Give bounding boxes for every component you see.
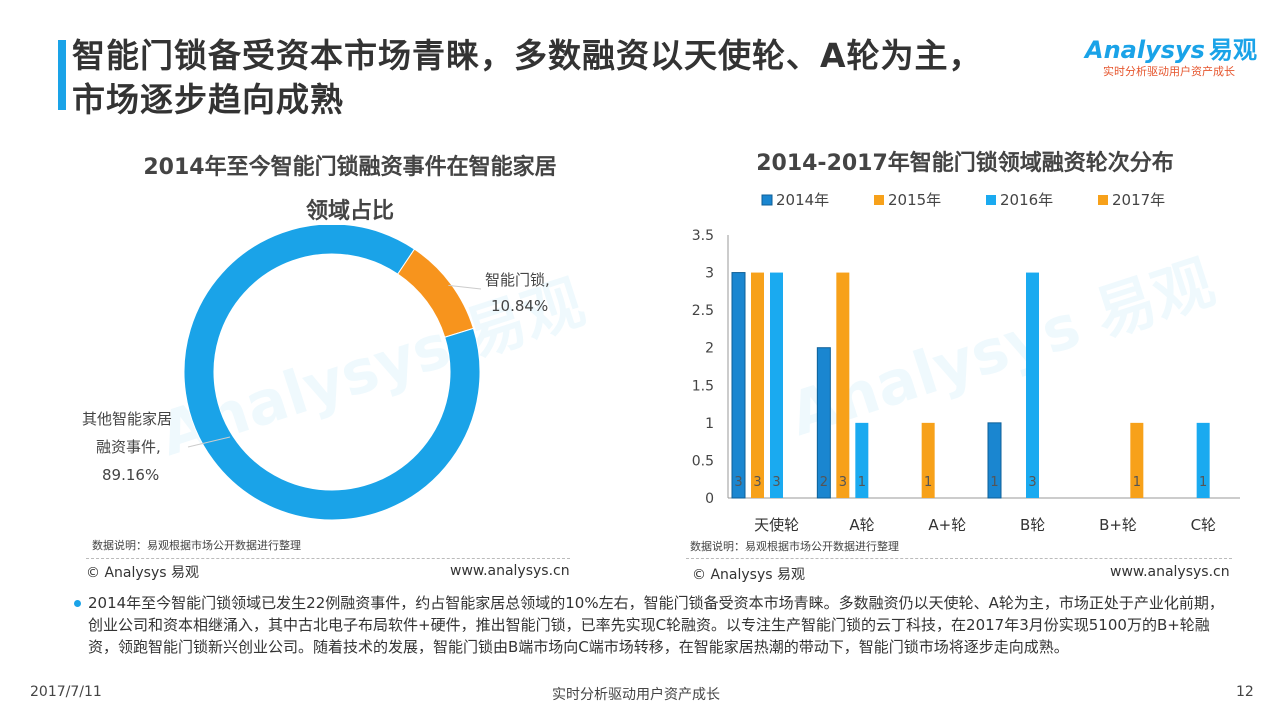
bar-data-label: 1 <box>858 475 866 490</box>
logo-cn-text: 易观 <box>1208 36 1257 64</box>
bar-0-0 <box>731 272 746 499</box>
summary-paragraph: 2014年至今智能门锁领域已发生22例融资事件，约占智能家居总领域的10%左右，… <box>88 594 1224 656</box>
legend-swatch-2 <box>986 195 996 205</box>
right-copyright: © Analysys 易观 <box>692 567 805 583</box>
y-tick-label: 2 <box>705 341 714 357</box>
bar-2-5 <box>1196 422 1210 498</box>
bar-2-3 <box>1026 272 1039 498</box>
x-tick-label: 天使轮 <box>754 516 799 534</box>
y-tick-label: 3 <box>705 266 714 282</box>
y-tick-label: 3.5 <box>692 228 714 244</box>
logo-text: Analysys <box>1085 36 1205 64</box>
legend-label-2: 2016年 <box>1000 191 1053 209</box>
bar-data-label: 1 <box>990 475 998 490</box>
x-tick-label: B轮 <box>1020 516 1045 534</box>
footer-date: 2017/7/11 <box>30 684 102 700</box>
title-accent-bar <box>58 40 66 110</box>
logo-slogan: 实时分析驱动用户资产成长 <box>1103 65 1235 78</box>
x-tick-label: A+轮 <box>928 516 966 534</box>
page-title-line2: 市场逐步趋向成熟 <box>72 80 344 119</box>
bar-1-0 <box>751 272 764 498</box>
legend-label-3: 2017年 <box>1112 191 1165 209</box>
legend-label-0: 2014年 <box>776 191 829 209</box>
bar-0-3 <box>987 422 1002 499</box>
legend-swatch-3 <box>1098 195 1108 205</box>
left-data-note: 数据说明：易观根据市场公开数据进行整理 <box>92 539 301 552</box>
x-tick-label: A轮 <box>849 516 874 534</box>
bar-1-1 <box>836 272 850 498</box>
legend-label-1: 2015年 <box>888 191 941 209</box>
y-tick-label: 2.5 <box>692 303 714 319</box>
page-title: 智能门锁备受资本市场青睐，多数融资以天使轮、A轮为主， 市场逐步趋向成熟 <box>72 34 1072 122</box>
donut-label-other-1: 其他智能家居 <box>82 410 172 428</box>
donut-leader-lock <box>448 284 482 290</box>
y-tick-label: 0.5 <box>692 453 714 469</box>
bar-data-label: 3 <box>772 475 780 490</box>
bar-0-1 <box>816 347 831 499</box>
x-tick-label: B+轮 <box>1099 516 1137 534</box>
bar-data-label: 2 <box>820 475 828 490</box>
bar-data-label: 1 <box>924 475 932 490</box>
left-divider <box>86 558 570 559</box>
donut-title-line1: 2014年至今智能门锁融资事件在智能家居 <box>143 155 557 180</box>
donut-slice-0 <box>397 248 475 338</box>
bar-2-1 <box>855 422 869 498</box>
donut-label-lock: 智能门锁, <box>485 271 550 289</box>
legend-swatch-1 <box>874 195 884 205</box>
donut-chart-title: 2014年至今智能门锁融资事件在智能家居 领域占比 <box>90 146 610 234</box>
donut-label-other-2: 融资事件, <box>96 438 161 456</box>
donut-value-lock: 10.84% <box>491 297 548 315</box>
donut-leader-other <box>187 436 231 448</box>
bar-chart-title: 2014-2017年智能门锁领域融资轮次分布 <box>756 151 1174 176</box>
footer-slogan: 实时分析驱动用户资产成长 <box>552 687 720 703</box>
y-tick-label: 0 <box>705 491 714 507</box>
page-title-line1: 智能门锁备受资本市场青睐，多数融资以天使轮、A轮为主， <box>72 36 983 75</box>
bar-data-label: 3 <box>839 475 847 490</box>
bar-data-label: 1 <box>1199 475 1207 490</box>
bar-3-4 <box>1130 422 1144 498</box>
right-website: www.analysys.cn <box>1110 564 1230 580</box>
bar-data-label: 3 <box>1028 475 1036 490</box>
bar-2-0 <box>770 272 783 498</box>
right-data-note: 数据说明：易观根据市场公开数据进行整理 <box>690 540 899 553</box>
right-divider <box>686 558 1232 559</box>
bullet-icon <box>74 600 81 607</box>
y-tick-label: 1.5 <box>692 378 714 394</box>
left-website: www.analysys.cn <box>450 563 570 579</box>
legend-swatch-0 <box>761 194 773 206</box>
donut-value-other: 89.16% <box>102 466 159 484</box>
bar-data-label: 1 <box>1133 475 1141 490</box>
donut-slice-1 <box>183 225 481 521</box>
analysys-logo: Analysys 易观 实时分析驱动用户资产成长 <box>1085 30 1265 80</box>
page-number: 12 <box>1236 684 1254 700</box>
bar-data-label: 3 <box>753 475 761 490</box>
bar-1-2 <box>921 422 935 498</box>
left-copyright: © Analysys 易观 <box>86 565 199 581</box>
y-tick-label: 1 <box>705 416 714 432</box>
donut-title-line2: 领域占比 <box>305 199 394 224</box>
bar-data-label: 3 <box>734 475 742 490</box>
x-tick-label: C轮 <box>1191 516 1216 534</box>
